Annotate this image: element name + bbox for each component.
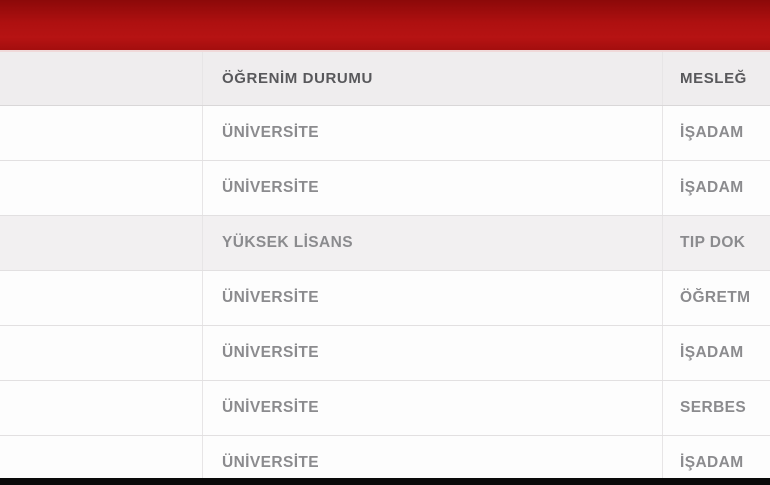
- table-row[interactable]: ÜNİVERSİTE İŞADAM: [0, 326, 770, 381]
- column-header-profession: MESLEĞ: [680, 70, 747, 87]
- cell-profession: İŞADAM: [680, 454, 744, 471]
- cell-education: ÜNİVERSİTE: [203, 161, 663, 215]
- table-row[interactable]: ÜNİVERSİTE İŞADAM: [0, 161, 770, 216]
- cell-education: ÜNİVERSİTE: [203, 326, 663, 380]
- table-row[interactable]: YÜKSEK LİSANS TIP DOK: [0, 216, 770, 271]
- cell-name: [0, 381, 203, 435]
- column-header-education-status: ÖĞRENİM DURUMU: [203, 52, 663, 105]
- top-red-bar: [0, 0, 770, 52]
- cell-name: [0, 216, 203, 270]
- cell-profession: İŞADAM: [680, 124, 744, 141]
- cell-name: [0, 436, 203, 485]
- cell-profession: ÖĞRETM: [680, 289, 751, 306]
- data-table: ÖĞRENİM DURUMU MESLEĞ ÜNİVERSİTE İŞADAM …: [0, 52, 770, 485]
- cell-name: [0, 326, 203, 380]
- cell-name: [0, 106, 203, 160]
- cell-name: [0, 161, 203, 215]
- table-header-row: ÖĞRENİM DURUMU MESLEĞ: [0, 52, 770, 106]
- table-row[interactable]: ÜNİVERSİTE ÖĞRETM: [0, 271, 770, 326]
- cell-profession: TIP DOK: [680, 234, 746, 251]
- cell-education: ÜNİVERSİTE: [203, 106, 663, 160]
- cell-profession: İŞADAM: [680, 344, 744, 361]
- table-row[interactable]: ÜNİVERSİTE SERBES: [0, 381, 770, 436]
- cell-education: ÜNİVERSİTE: [203, 381, 663, 435]
- cell-profession: SERBES: [680, 399, 747, 416]
- cell-name: [0, 271, 203, 325]
- column-header-name: [0, 52, 203, 105]
- table-row[interactable]: ÜNİVERSİTE İŞADAM: [0, 106, 770, 161]
- cell-education: ÜNİVERSİTE: [203, 436, 663, 485]
- cell-education: YÜKSEK LİSANS: [203, 216, 663, 270]
- cell-profession: İŞADAM: [680, 179, 744, 196]
- table-row[interactable]: ÜNİVERSİTE İŞADAM: [0, 436, 770, 485]
- cell-education: ÜNİVERSİTE: [203, 271, 663, 325]
- bottom-black-bar: [0, 478, 770, 485]
